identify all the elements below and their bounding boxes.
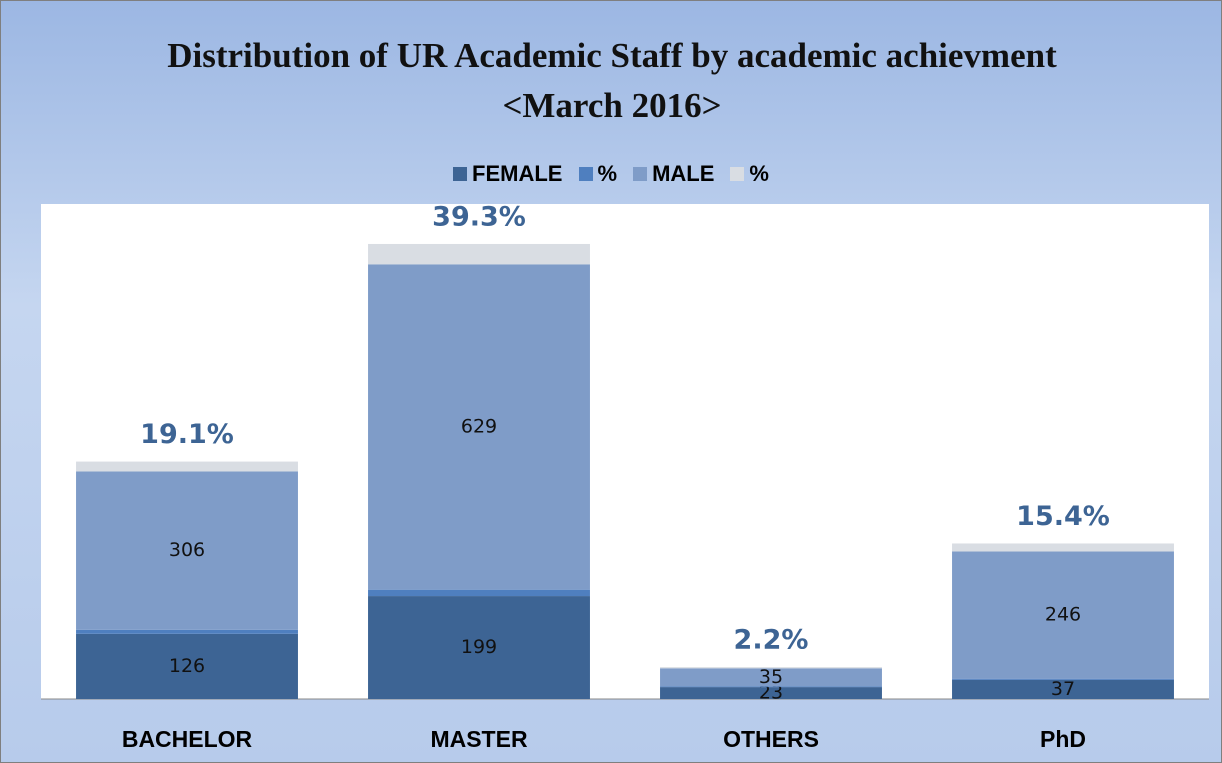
legend-swatch	[730, 167, 745, 181]
legend-label: MALE	[652, 161, 715, 186]
bar-segment	[368, 589, 590, 597]
bar-segment	[952, 543, 1174, 552]
data-label: 629	[461, 415, 497, 437]
bar-segment	[952, 551, 1174, 679]
data-label: 246	[1045, 604, 1081, 626]
data-label: 35	[759, 666, 783, 688]
bar-segment	[76, 633, 298, 699]
x-tick-label: PhD	[1040, 726, 1086, 752]
bar-segment	[76, 471, 298, 630]
bar-segment	[368, 243, 590, 265]
bar-segment	[660, 668, 882, 687]
data-label: 37	[1051, 678, 1075, 700]
legend-item: FEMALE	[453, 161, 563, 187]
bar-segment	[660, 686, 882, 688]
legend-item: %	[730, 161, 769, 187]
x-tick-label: BACHELOR	[122, 726, 253, 752]
bar-segment	[76, 461, 298, 472]
legend-swatch	[578, 167, 593, 181]
legend-item: %	[578, 161, 618, 187]
bar-segment	[952, 678, 1174, 680]
x-tick-label: OTHERS	[723, 726, 819, 752]
bar-segment	[660, 687, 882, 699]
chart-title: Distribution of UR Academic Staff by aca…	[167, 36, 1057, 125]
data-label: 126	[169, 655, 205, 677]
data-label: 15.4%	[1016, 501, 1110, 532]
bar-segment	[76, 629, 298, 634]
legend-swatch	[453, 167, 468, 181]
data-label: 199	[461, 636, 497, 658]
legend-label: FEMALE	[472, 161, 563, 186]
legend-swatch	[633, 167, 648, 181]
data-label: 2.2%	[734, 625, 809, 656]
x-tick-label: MASTER	[430, 726, 528, 752]
data-label: 306	[169, 539, 205, 561]
bar-segment	[660, 667, 882, 669]
legend: FEMALE% MALE%	[1, 161, 1221, 187]
legend-label: %	[749, 161, 769, 186]
data-label: 19.1%	[140, 419, 234, 450]
bar-segment	[368, 264, 590, 590]
legend-item: MALE	[633, 161, 714, 187]
legend-label: %	[597, 161, 618, 186]
data-label: 39.3%	[432, 201, 526, 232]
bar-segment	[952, 679, 1174, 699]
bar-segment	[368, 596, 590, 699]
